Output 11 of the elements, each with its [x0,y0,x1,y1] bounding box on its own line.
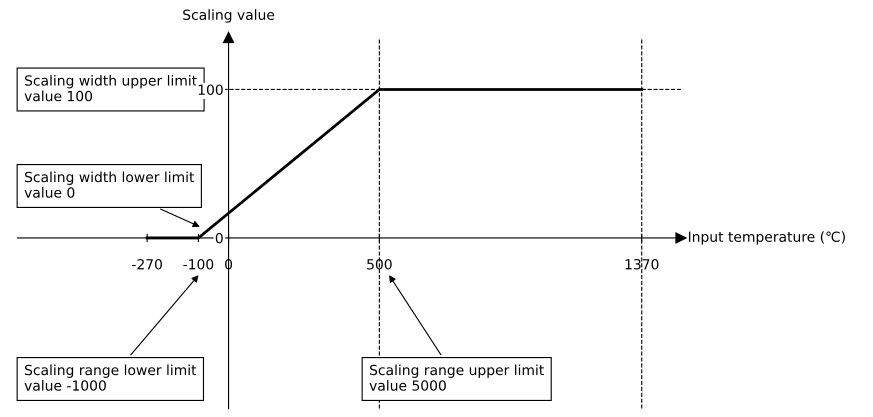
annotation: Scaling range upper limit value 5000 [370,364,544,391]
x-tick-label: -270 [132,259,162,270]
x-tick-label: 500 [367,259,392,270]
x-tick-label: -100 [183,259,214,270]
x-axis-title: Input temperature (℃) [688,231,845,245]
annotation: Scaling width upper limit value 100 [24,74,197,102]
annotation: Scaling width lower limit value 0 [24,171,194,198]
y-axis-title: Scaling value [183,9,274,23]
annotation: Scaling range lower limit value -1000 [24,364,196,391]
y-tick-label: 100 [198,84,223,95]
x-tick-label: 1370 [626,259,658,270]
